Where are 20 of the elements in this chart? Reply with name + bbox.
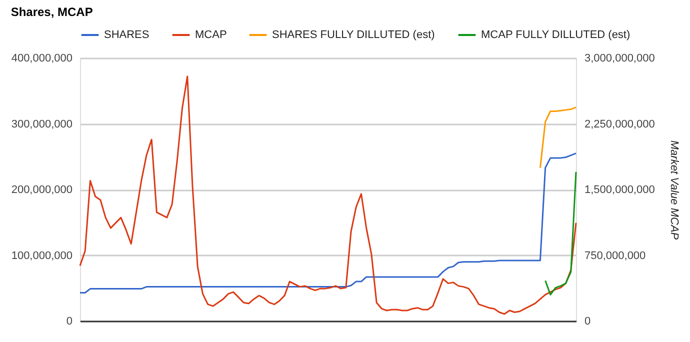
- legend-label: SHARES FULLY DILLUTED (est): [272, 29, 435, 41]
- y2-tick-label: 2,250,000,000: [584, 118, 655, 130]
- y2-tick-label: 0: [584, 316, 591, 328]
- legend-label: MCAP: [195, 29, 227, 41]
- y2-tick-label: 1,500,000,000: [584, 184, 655, 196]
- y-tick-label: 300,000,000: [11, 118, 72, 130]
- y2-axis-title: Market Value MCAP: [668, 140, 680, 240]
- y2-tick-label: 750,000,000: [584, 250, 646, 262]
- y-tick-label: 100,000,000: [11, 250, 72, 262]
- chart-title: Shares, MCAP: [10, 5, 93, 19]
- legend-label: MCAP FULLY DILLUTED (est): [481, 29, 630, 41]
- y-tick-label: 400,000,000: [11, 52, 72, 64]
- line-series: [539, 106, 577, 169]
- y-tick-label: 0: [66, 316, 72, 328]
- y2-tick-label: 3,000,000,000: [584, 52, 655, 64]
- line-series: [79, 76, 577, 315]
- line-series: [544, 171, 577, 296]
- y-tick-label: 200,000,000: [11, 184, 72, 196]
- line-series: [79, 152, 577, 294]
- legend-label: SHARES: [104, 29, 150, 41]
